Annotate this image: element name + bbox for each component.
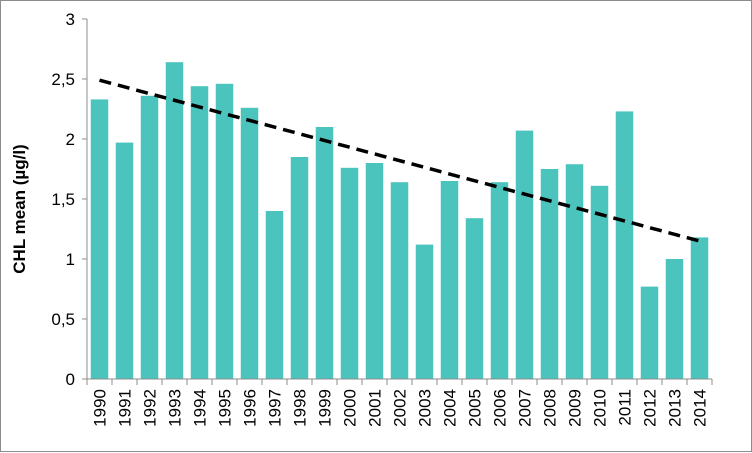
bar-1998 (290, 157, 309, 379)
x-tick-label: 2012 (641, 389, 660, 427)
x-tick-label: 1994 (191, 389, 210, 427)
bar-1999 (315, 127, 334, 379)
y-tick-label: 1 (66, 250, 75, 269)
bar-2012 (640, 286, 659, 379)
bar-2010 (590, 185, 609, 379)
bars (90, 62, 709, 380)
x-tick-label: 2007 (516, 389, 535, 427)
bar-2004 (440, 181, 459, 379)
x-tick-label: 2005 (466, 389, 485, 427)
x-tick-label: 1993 (166, 389, 185, 427)
bar-2014 (690, 237, 709, 379)
trendline (99, 78, 700, 243)
bar-2009 (565, 164, 584, 379)
x-tick-label: 2004 (441, 389, 460, 427)
y-tick-label: 0,5 (51, 310, 75, 329)
axes (86, 19, 713, 385)
bar-2001 (365, 163, 384, 379)
bar-1991 (115, 142, 134, 379)
x-tick-label: 2014 (691, 389, 710, 427)
bar-1995 (215, 83, 234, 380)
x-tick-label: 2008 (541, 389, 560, 427)
x-tick-label: 1999 (316, 389, 335, 427)
bar-2013 (665, 259, 684, 379)
x-tick-label: 1998 (291, 389, 310, 427)
x-tick-label: 2011 (616, 389, 635, 426)
y-tick-label: 1,5 (51, 190, 75, 209)
x-tick-label: 2001 (366, 389, 385, 427)
bar-2008 (540, 169, 559, 379)
x-tick-label: 1995 (216, 389, 235, 427)
x-tick-label: 1996 (241, 389, 260, 427)
y-axis-ticks: 0 0,5 1 1,5 2 2,5 3 (51, 10, 87, 389)
x-tick-label: 2000 (341, 389, 360, 427)
y-tick-label: 3 (66, 10, 75, 29)
y-axis-title: CHL mean (µg/l) (10, 144, 29, 273)
bar-1994 (190, 86, 209, 379)
bar-1992 (140, 95, 159, 380)
x-tick-label: 2002 (391, 389, 410, 427)
bar-2007 (515, 130, 534, 379)
y-tick-label: 0 (66, 370, 75, 389)
x-axis-tick-labels: 1990 1991 1992 1993 1994 1995 1996 1997 1998 1999… (91, 389, 710, 427)
bar-2003 (415, 244, 434, 379)
y-tick-label: 2,5 (51, 70, 75, 89)
x-tick-label: 1990 (91, 389, 110, 427)
x-tick-label: 1991 (116, 389, 135, 427)
bar-1993 (165, 62, 184, 379)
bar-1990 (90, 99, 109, 380)
x-tick-label: 2013 (666, 389, 685, 427)
bar-2005 (465, 218, 484, 379)
bar-1997 (265, 211, 284, 379)
bar-2002 (390, 182, 409, 379)
x-tick-label: 2010 (591, 389, 610, 427)
bar-2000 (340, 167, 359, 379)
x-tick-label: 1997 (266, 389, 285, 427)
trendline-group (99, 78, 700, 243)
bar-2011 (615, 111, 634, 380)
bar-1996 (240, 107, 259, 380)
x-tick-label: 2009 (566, 389, 585, 427)
y-tick-label: 2 (66, 130, 75, 149)
x-tick-label: 1992 (141, 389, 160, 427)
x-tick-label: 2003 (416, 389, 435, 427)
x-tick-label: 2006 (491, 389, 510, 427)
bar-2006 (490, 182, 509, 379)
